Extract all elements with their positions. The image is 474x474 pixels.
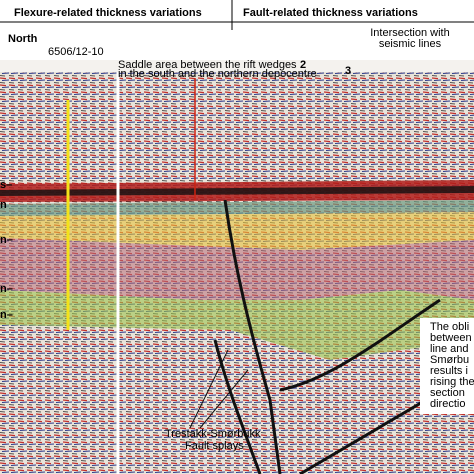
annotation-line: results i — [430, 365, 468, 377]
fault-label: Fault splays — [185, 440, 244, 452]
fault — [279, 298, 441, 392]
line-marker: 2 — [300, 59, 306, 71]
intersection-label: Intersection with — [370, 27, 449, 39]
well-label: 6506/12-10 — [48, 46, 104, 58]
left-label: n– — [0, 234, 13, 246]
annotation-box — [420, 318, 474, 414]
annotation-line: Smørbu — [430, 354, 469, 366]
left-label: n — [0, 199, 7, 211]
saddle-label: Saddle area between the rift wedges — [118, 59, 297, 71]
annotation-line: directio — [430, 398, 465, 410]
direction: North — [8, 33, 38, 45]
left-label: n– — [0, 309, 13, 321]
left-label: n– — [0, 283, 13, 295]
fault — [213, 339, 262, 474]
intersection-label: seismic lines — [379, 38, 442, 50]
header-right: Fault-related thickness variations — [243, 7, 418, 19]
annotation-line: line and — [430, 343, 469, 355]
trace-header — [0, 60, 474, 72]
line-marker: 3 — [345, 65, 351, 77]
annotation-line: rising the — [430, 376, 474, 388]
fault — [223, 199, 282, 474]
annotation-line: section — [430, 387, 465, 399]
left-label: s– — [0, 179, 12, 191]
annotation-line: The obli — [430, 321, 469, 333]
annotation-line: between — [430, 332, 472, 344]
saddle-label: in the south and the northern depocentre — [118, 68, 317, 80]
leader — [189, 349, 249, 429]
fault-label: Trestakk-Smørbukk — [165, 428, 261, 440]
header-left: Flexure-related thickness variations — [14, 7, 202, 19]
